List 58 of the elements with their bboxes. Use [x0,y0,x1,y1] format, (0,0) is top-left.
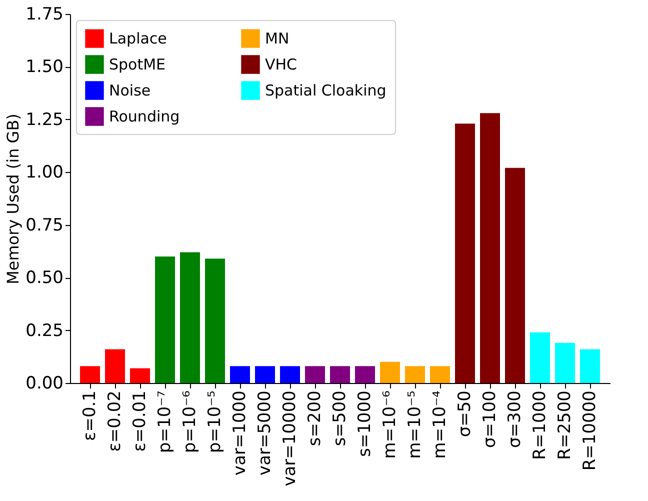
x-tick-label: ε=0.1 [80,390,100,441]
bar [580,349,600,383]
bar [180,252,200,383]
y-tick-label: 1.00 [26,162,64,183]
y-tick-label: 0.75 [26,215,64,236]
x-tick-label: p=10⁻⁶ [180,390,200,453]
legend-label: Laplace [109,30,167,48]
x-tick-label: var=10000 [280,390,300,486]
bar [330,366,350,383]
x-tick-label: s=500 [330,390,350,446]
bar [305,366,325,383]
bar [430,366,450,383]
bar [355,366,375,383]
bar [405,366,425,383]
legend-label: Rounding [109,108,180,126]
y-tick-label: 1.25 [26,110,64,130]
bar [80,366,100,383]
x-tick-label: σ=100 [480,390,500,448]
x-tick-label: p=10⁻⁷ [155,390,175,453]
legend-label: VHC [265,56,298,74]
x-tick-label: R=10000 [580,390,600,471]
x-tick-label: R=1000 [530,390,550,460]
bar [130,368,150,383]
legend-label: SpotME [109,56,166,74]
x-tick-label: m=10⁻⁵ [405,390,425,459]
bar [480,113,500,383]
x-tick-label: R=2500 [555,390,575,460]
bar [155,256,175,383]
bar [380,362,400,383]
x-tick-label: σ=50 [455,390,475,438]
x-tick-label: ε=0.01 [130,390,150,452]
bar [555,342,575,383]
x-tick-label: var=1000 [230,390,250,476]
x-tick-label: p=10⁻⁵ [205,390,225,453]
y-axis-title: Memory Used (in GB) [4,114,23,284]
y-tick-label: 1.75 [26,4,64,24]
bar [530,332,550,383]
bar [455,124,475,383]
y-tick-label: 0.25 [26,320,64,341]
x-tick-label: m=10⁻⁴ [430,390,450,459]
legend-label: Spatial Cloaking [265,82,386,100]
bar [505,168,525,383]
x-tick-label: σ=300 [505,390,525,448]
y-tick-label: 0.00 [26,374,64,394]
x-tick-label: s=200 [305,390,325,446]
bar [205,258,225,383]
x-tick-label: var=5000 [255,390,275,476]
y-tick-label: 0.50 [26,268,64,288]
bar [255,366,275,383]
x-tick-label: ε=0.02 [105,390,125,452]
bar [280,366,300,383]
legend-label: Noise [109,82,151,100]
bar [105,349,125,383]
x-tick-label: s=1000 [355,390,375,457]
bar [230,366,250,383]
x-tick-label: m=10⁻⁶ [380,390,400,459]
y-tick-label: 1.50 [26,57,64,78]
legend-label: MN [265,30,290,48]
